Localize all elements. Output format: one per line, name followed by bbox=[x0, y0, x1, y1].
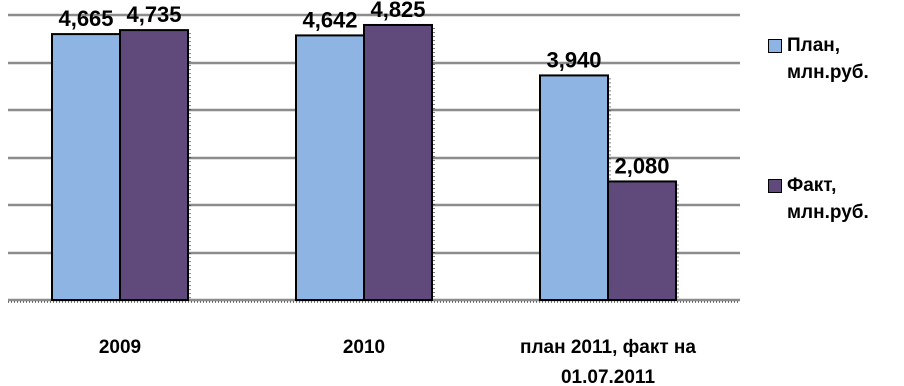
category-label: 2009 bbox=[99, 337, 141, 358]
legend-label-fact: Факт, млн.руб. bbox=[787, 175, 869, 223]
legend-swatch-plan bbox=[768, 39, 782, 53]
legend-label-plan: План, млн.руб. bbox=[787, 35, 869, 83]
category-label: план 2011, факт на 01.07.2011 bbox=[520, 337, 696, 386]
bar-fact bbox=[119, 29, 189, 301]
bar-fact bbox=[607, 180, 677, 301]
data-label: 4,825 bbox=[370, 0, 425, 22]
data-label: 4,665 bbox=[58, 6, 113, 31]
bar-fact bbox=[363, 23, 433, 301]
legend-item-fact: Факт, млн.руб. bbox=[768, 172, 904, 226]
data-label: 2,080 bbox=[614, 153, 669, 178]
legend-item-plan: План, млн.руб. bbox=[768, 32, 904, 86]
data-label: 3,940 bbox=[546, 47, 601, 72]
bar-plan bbox=[51, 33, 121, 301]
bar-plan bbox=[295, 34, 365, 301]
data-label: 4,642 bbox=[302, 7, 357, 32]
bar-plan bbox=[539, 74, 609, 301]
legend-swatch-fact bbox=[768, 179, 782, 193]
category-label: 2010 bbox=[343, 337, 385, 358]
data-label: 4,735 bbox=[126, 2, 181, 27]
